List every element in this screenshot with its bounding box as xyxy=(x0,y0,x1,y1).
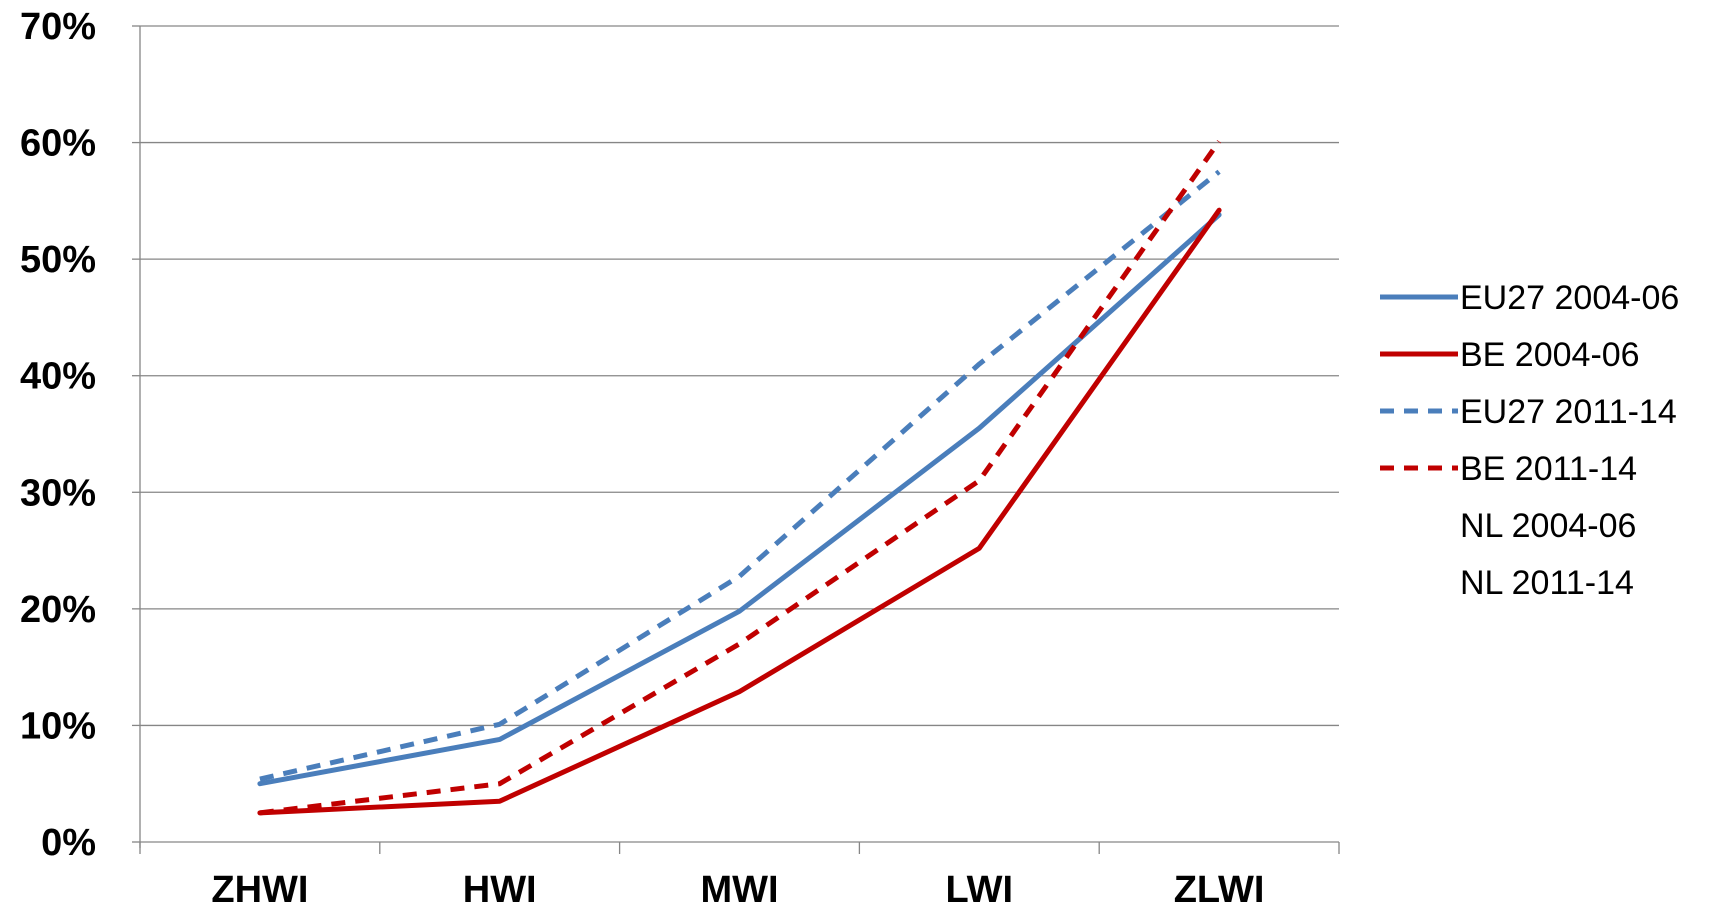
x-tick-label: HWI xyxy=(463,869,537,911)
x-axis-ticks: ZHWI HWI MWI LWI ZLWI xyxy=(139,842,1340,911)
grid-lines xyxy=(140,25,1339,727)
legend-label: BE 2004-06 xyxy=(1460,336,1640,374)
series-line xyxy=(259,169,1221,782)
x-tick-label: ZLWI xyxy=(1174,869,1265,911)
legend-label: EU27 2011-14 xyxy=(1460,393,1677,431)
axes xyxy=(139,26,1339,848)
y-tick-label: 50% xyxy=(20,239,96,281)
legend-label: NL 2004-06 xyxy=(1460,507,1636,545)
series-lines xyxy=(257,139,1222,816)
y-tick-label: 30% xyxy=(20,472,96,514)
y-tick-label: 40% xyxy=(20,356,96,398)
x-tick-label: MWI xyxy=(700,869,778,911)
legend: EU27 2004-06 BE 2004-06 EU27 2011-14 BE 201… xyxy=(1380,279,1679,602)
legend-label: NL 2011-14 xyxy=(1460,564,1634,602)
legend-label: EU27 2004-06 xyxy=(1460,279,1679,317)
y-tick-label: 60% xyxy=(20,123,96,165)
y-tick-label: 70% xyxy=(20,6,96,48)
x-tick-label: LWI xyxy=(946,869,1014,911)
x-tick-label: ZHWI xyxy=(211,869,308,911)
y-tick-label: 10% xyxy=(20,705,96,747)
series-line xyxy=(257,207,1222,816)
series-line xyxy=(257,212,1222,787)
y-tick-label: 20% xyxy=(20,589,96,631)
legend-label: BE 2011-14 xyxy=(1460,450,1637,488)
y-axis-ticks: 0% 10% 20% 30% 40% 50% 60% 70% xyxy=(20,6,140,864)
y-tick-label: 0% xyxy=(41,822,96,864)
series-line xyxy=(259,139,1222,816)
